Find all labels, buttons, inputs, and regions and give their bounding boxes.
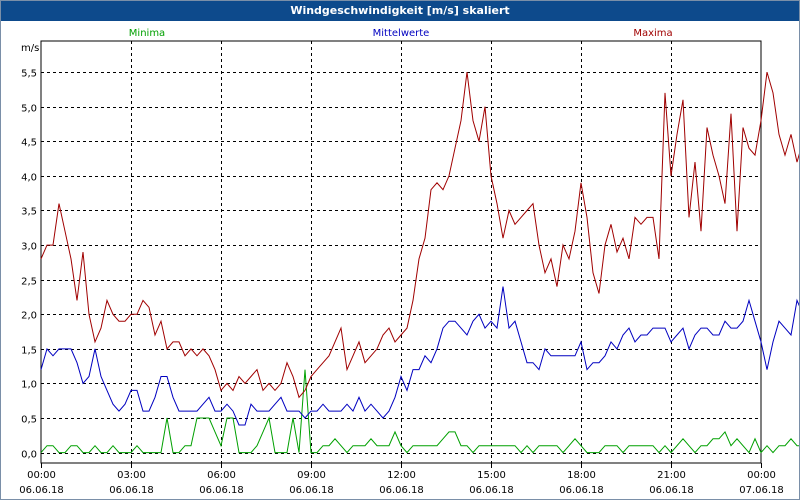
y-tick-label: 3,0 <box>21 242 37 253</box>
x-tick-date-label: 06.06.18 <box>649 485 694 496</box>
legend-maxima: Maxima <box>633 28 672 39</box>
series-minima-line <box>40 369 799 454</box>
wind-speed-chart: m/s Minima Mittelwerte Maxima 0,0 0,5 1,0 1… <box>19 28 799 496</box>
x-tick-time-label: 18:00 <box>567 470 596 481</box>
y-tick-label: 0,5 <box>21 415 37 426</box>
y-tick-label: 2,0 <box>21 311 37 322</box>
series-maxima-line <box>40 71 799 399</box>
x-tick-time-label: 15:00 <box>477 470 506 481</box>
x-tick-time-label: 03:00 <box>117 470 146 481</box>
x-tick-date-label: 07.06.18 <box>739 485 784 496</box>
window-title: Windgeschwindigkeit [m/s] skaliert <box>1 1 799 21</box>
x-tick-date-label: 06.06.18 <box>289 485 334 496</box>
y-tick-label: 5,5 <box>21 69 37 80</box>
x-tick-time-label: 09:00 <box>297 470 326 481</box>
legend-minima: Minima <box>129 28 165 39</box>
y-tick-label: 0,0 <box>21 450 37 461</box>
y-tick-label: 4,5 <box>21 138 37 149</box>
y-tick-label: 1,5 <box>21 346 37 357</box>
x-tick-date-label: 06.06.18 <box>379 485 424 496</box>
y-tick-label: 4,0 <box>21 173 37 184</box>
x-tick-date-label: 06.06.18 <box>19 485 64 496</box>
y-tick-label: 5,0 <box>21 104 37 115</box>
x-tick-time-label: 21:00 <box>657 470 686 481</box>
x-tick-date-label: 06.06.18 <box>109 485 154 496</box>
y-tick-label: 1,0 <box>21 380 37 391</box>
x-tick-date-label: 06.06.18 <box>469 485 514 496</box>
y-tick-label: 2,5 <box>21 277 37 288</box>
x-tick-time-label: 06:00 <box>207 470 236 481</box>
x-tick-date-label: 06.06.18 <box>559 485 604 496</box>
legend-mittelwerte: Mittelwerte <box>373 28 430 39</box>
y-axis-label: m/s <box>21 43 39 54</box>
series-mittelwerte-line <box>40 286 799 426</box>
y-tick-label: 3,5 <box>21 207 37 218</box>
x-tick-time-label: 00:00 <box>27 470 56 481</box>
x-tick-date-label: 06.06.18 <box>199 485 244 496</box>
x-tick-time-label: 12:00 <box>387 470 416 481</box>
x-tick-time-label: 00:00 <box>747 470 776 481</box>
